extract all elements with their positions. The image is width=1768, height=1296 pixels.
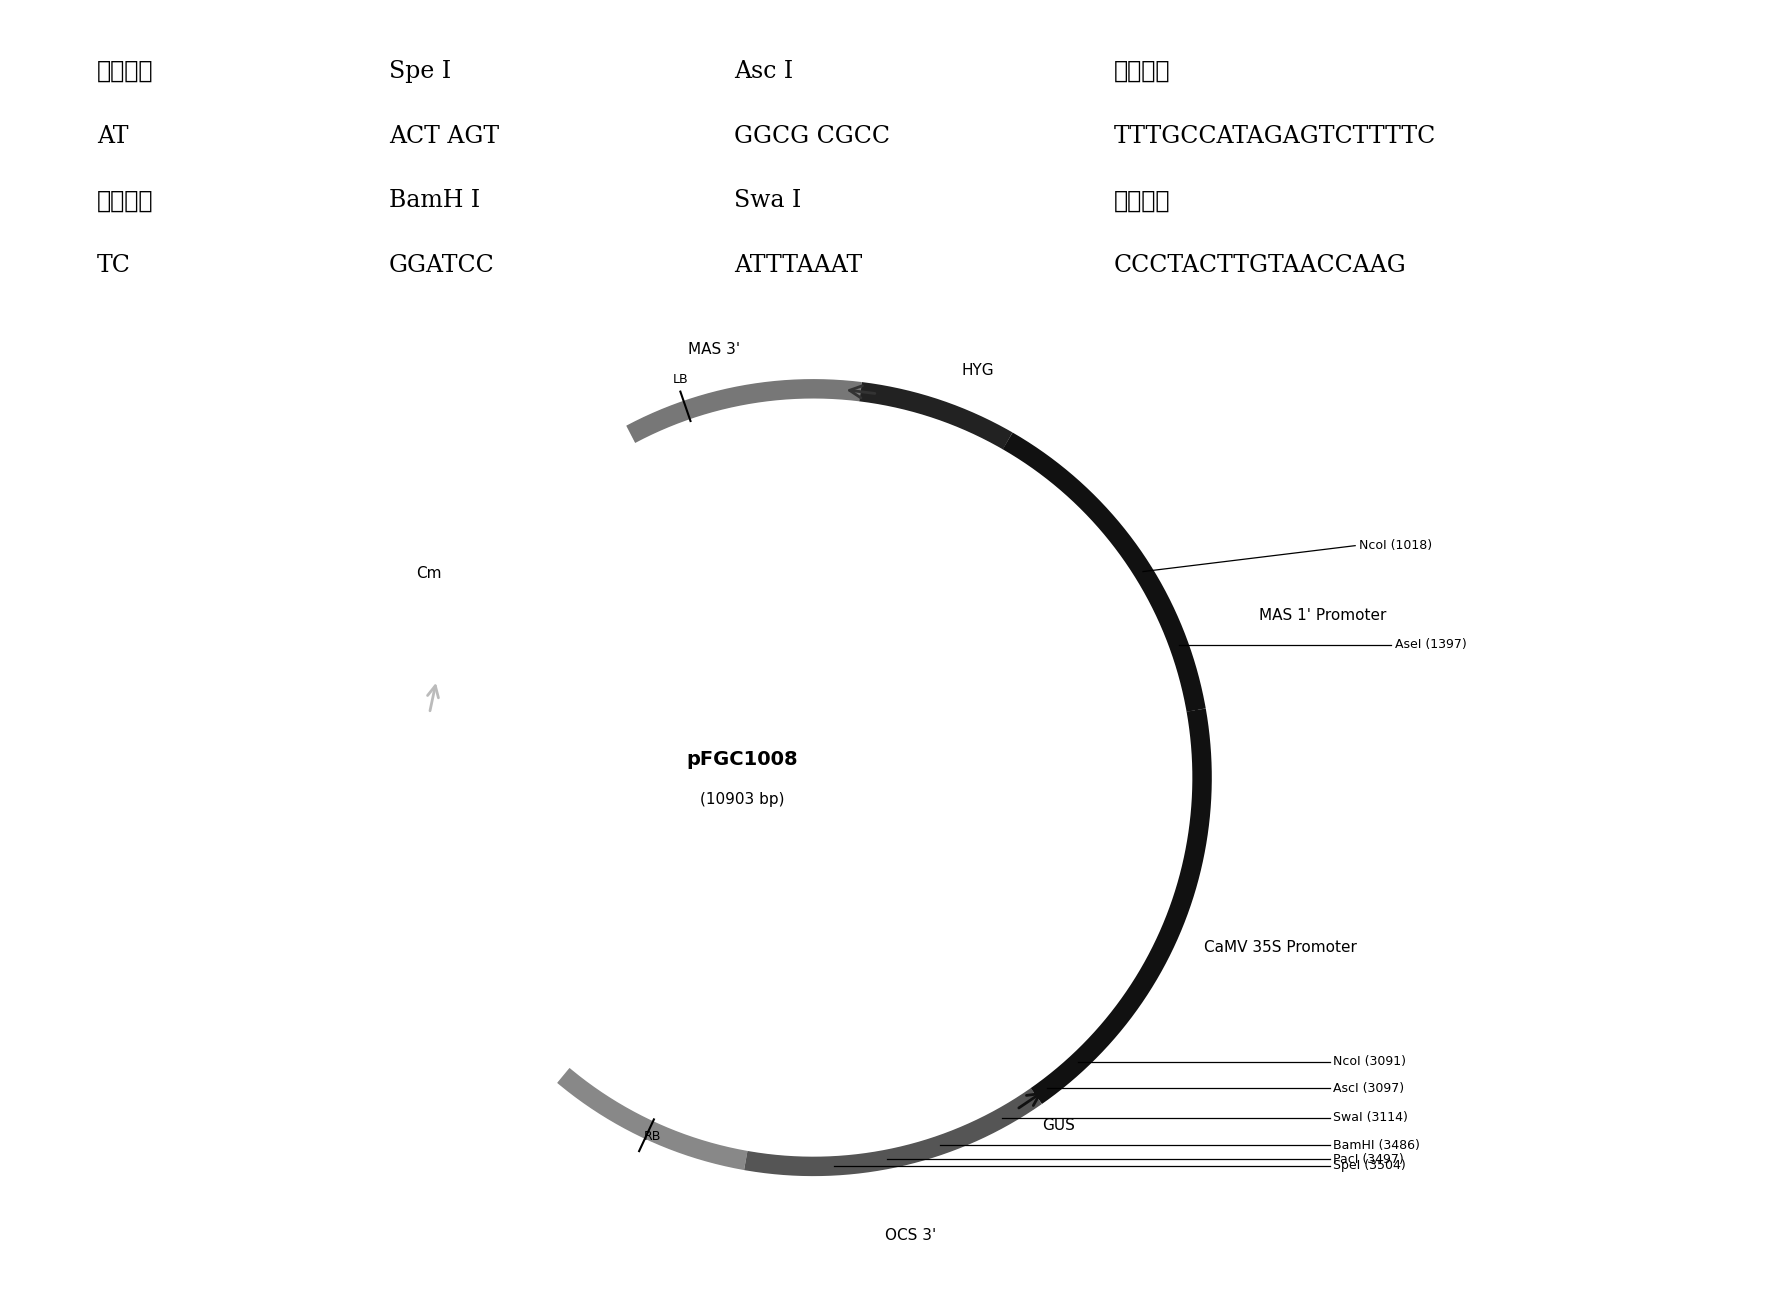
Text: NcoI (3091): NcoI (3091) xyxy=(1333,1055,1406,1068)
Text: (10903 bp): (10903 bp) xyxy=(700,792,785,807)
Text: MAS 1' Promoter: MAS 1' Promoter xyxy=(1259,608,1386,623)
Text: SpeI (3504): SpeI (3504) xyxy=(1333,1160,1406,1173)
Text: RB: RB xyxy=(644,1130,661,1143)
Text: BamH I: BamH I xyxy=(389,189,481,213)
Text: 保护碱基: 保护碱基 xyxy=(97,189,154,213)
Text: CaMV 35S Promoter: CaMV 35S Promoter xyxy=(1204,941,1358,955)
Text: ATTTAAAT: ATTTAAAT xyxy=(734,254,863,277)
Text: MAS 3': MAS 3' xyxy=(688,342,741,356)
Text: SwaI (3114): SwaI (3114) xyxy=(1333,1111,1409,1124)
Text: AseI (1397): AseI (1397) xyxy=(1395,638,1466,651)
Text: ACT AGT: ACT AGT xyxy=(389,124,499,148)
Text: Cm: Cm xyxy=(415,565,442,581)
Text: 保护碱基: 保护碱基 xyxy=(97,60,154,83)
Text: BamHI (3486): BamHI (3486) xyxy=(1333,1139,1420,1152)
Text: GUS: GUS xyxy=(1043,1118,1075,1133)
Text: 目标片段: 目标片段 xyxy=(1114,60,1170,83)
Text: Asc I: Asc I xyxy=(734,60,792,83)
Text: TTTGCCATAGAGTCTTTTC: TTTGCCATAGAGTCTTTTC xyxy=(1114,124,1436,148)
Text: OCS 3': OCS 3' xyxy=(884,1229,935,1243)
Text: HYG: HYG xyxy=(962,363,994,377)
Text: GGATCC: GGATCC xyxy=(389,254,495,277)
Text: CCCTACTTGTAACCAAG: CCCTACTTGTAACCAAG xyxy=(1114,254,1407,277)
Text: GGCG CGCC: GGCG CGCC xyxy=(734,124,889,148)
Text: NcoI (1018): NcoI (1018) xyxy=(1360,539,1432,552)
Text: PacI (3497): PacI (3497) xyxy=(1333,1152,1404,1166)
Text: AscI (3097): AscI (3097) xyxy=(1333,1082,1404,1095)
Text: 目标片段: 目标片段 xyxy=(1114,189,1170,213)
Text: Spe I: Spe I xyxy=(389,60,451,83)
Text: Swa I: Swa I xyxy=(734,189,801,213)
Text: LB: LB xyxy=(672,373,688,386)
Text: TC: TC xyxy=(97,254,131,277)
Text: pFGC1008: pFGC1008 xyxy=(686,750,799,769)
Text: AT: AT xyxy=(97,124,129,148)
